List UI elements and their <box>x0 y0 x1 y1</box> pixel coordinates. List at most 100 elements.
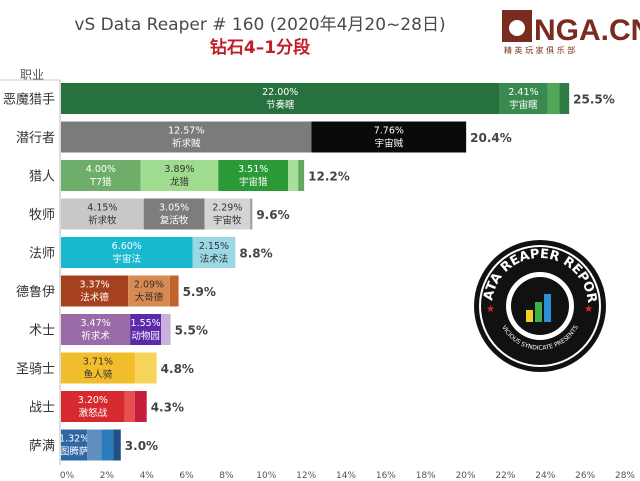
category-label: 潜行者 <box>16 131 55 146</box>
segment-value-label: 7.76% <box>374 126 404 137</box>
segment-value-label: 3.47% <box>80 318 110 329</box>
segment-archetype-label: 动物园 <box>131 330 160 342</box>
bar-total-label: 20.4% <box>470 131 512 145</box>
segment-archetype-label: 法术法 <box>200 253 229 265</box>
segment-value-label: 3.71% <box>83 357 113 368</box>
bar-segment <box>134 352 157 384</box>
x-tick-label: 2% <box>100 471 115 481</box>
segment-archetype-label: 宇宙牧 <box>213 215 242 227</box>
svg-text:NGA.CN: NGA.CN <box>534 14 640 47</box>
category-label: 圣骑士 <box>16 362 55 377</box>
segment-value-label: 4.00% <box>86 164 116 175</box>
x-tick-label: 12% <box>296 471 316 481</box>
x-tick-label: 18% <box>416 471 436 481</box>
segment-value-label: 2.15% <box>199 241 229 252</box>
x-tick-label: 10% <box>256 471 276 481</box>
category-label: 术士 <box>29 324 55 339</box>
segment-value-label: 3.89% <box>164 164 194 175</box>
segment-value-label: 6.60% <box>112 241 142 252</box>
bar-segment <box>311 121 467 153</box>
segment-value-label: 1.55% <box>131 318 161 329</box>
bar-total-label: 25.5% <box>573 93 615 107</box>
bar-segment <box>250 198 253 230</box>
category-label: 萨满 <box>29 439 55 454</box>
bar-segment <box>61 237 193 268</box>
segment-value-label: 22.00% <box>262 87 298 98</box>
chart-title: vS Data Reaper # 160 (2020年4月20~28日) <box>74 15 446 35</box>
segment-archetype-label: 节奏瞎 <box>266 99 295 111</box>
segment-archetype-label: 复活牧 <box>160 215 189 227</box>
bar-total-label: 4.3% <box>151 401 184 415</box>
category-label: 德鲁伊 <box>16 285 55 300</box>
bar-segment <box>143 198 205 230</box>
segment-value-label: 2.29% <box>212 203 242 214</box>
nga-logo: NGA.CN 精 英 玩 家 俱 乐 部 <box>502 10 640 55</box>
bar-total-label: 3.0% <box>125 439 158 453</box>
bar-total-label: 12.2% <box>308 170 350 184</box>
bar-segment <box>288 160 299 191</box>
segment-archetype-label: 激怒战 <box>79 407 108 419</box>
segment-archetype-label: 宇宙法 <box>113 253 142 265</box>
bar-segment <box>101 429 114 461</box>
bar-segment <box>169 275 179 307</box>
bar-segment <box>559 83 570 114</box>
x-tick-label: 8% <box>219 471 234 481</box>
bar-segment <box>161 314 171 345</box>
bar-segment <box>61 83 500 114</box>
bar-total-label: 4.8% <box>161 362 194 376</box>
bar-segment <box>298 160 305 191</box>
x-tick-label: 28% <box>615 471 635 481</box>
x-tick-label: 24% <box>535 471 555 481</box>
segment-archetype-label: 祈求术 <box>81 330 110 342</box>
segment-archetype-label: 大哥德 <box>135 292 164 304</box>
svg-text:★: ★ <box>584 304 593 315</box>
x-tick-label: 26% <box>575 471 595 481</box>
bar-total-label: 5.9% <box>183 285 216 299</box>
segment-archetype-label: 祈求牧 <box>88 215 117 227</box>
category-label: 猎人 <box>29 170 55 185</box>
x-tick-label: 20% <box>456 471 476 481</box>
segment-archetype-label: 宇宙瞎 <box>509 99 538 111</box>
bar-segment <box>499 83 548 114</box>
segment-archetype-label: 龙猎 <box>170 176 190 188</box>
bar-segment <box>140 160 219 191</box>
bar-segment <box>61 121 312 153</box>
segment-value-label: 3.20% <box>78 395 108 406</box>
segment-value-label: 3.05% <box>159 203 189 214</box>
data-reaper-badge: DATA REAPER REPORT VICIOUS SYNDICATE PRE… <box>472 238 606 372</box>
bar-segment <box>218 160 289 191</box>
segment-value-label: 3.37% <box>79 280 109 291</box>
bar-segment <box>61 198 144 230</box>
bar-total-label: 5.5% <box>175 324 208 338</box>
bar-segment <box>130 314 162 345</box>
bar-segment <box>124 391 135 422</box>
x-tick-label: 22% <box>495 471 515 481</box>
x-tick-label: 0% <box>60 471 75 481</box>
segment-value-label: 1.32% <box>59 434 89 445</box>
bar-segment <box>113 429 121 461</box>
x-tick-label: 4% <box>140 471 155 481</box>
category-label: 法师 <box>29 247 55 262</box>
bar-segment <box>128 275 170 307</box>
bar-segment <box>61 352 135 384</box>
segment-value-label: 12.57% <box>168 126 204 137</box>
svg-text:★: ★ <box>486 304 495 315</box>
segment-value-label: 3.51% <box>238 164 268 175</box>
segment-archetype-label: T7猎 <box>89 176 112 188</box>
x-tick-label: 16% <box>376 471 396 481</box>
segment-value-label: 2.09% <box>134 280 164 291</box>
segment-archetype-label: 宇宙猎 <box>239 176 268 188</box>
segment-value-label: 2.41% <box>508 87 538 98</box>
segment-archetype-label: 法术德 <box>80 292 109 304</box>
bar-segment <box>204 198 251 230</box>
bar-segment <box>61 391 125 422</box>
bar-segment <box>547 83 560 114</box>
segment-archetype-label: 宇宙贼 <box>375 138 404 150</box>
category-label: 战士 <box>29 401 55 416</box>
bar-segment <box>61 275 129 307</box>
bar-segment <box>134 391 147 422</box>
category-label: 牧师 <box>29 208 55 223</box>
bar-segment <box>87 429 102 461</box>
segment-value-label: 4.15% <box>87 203 117 214</box>
